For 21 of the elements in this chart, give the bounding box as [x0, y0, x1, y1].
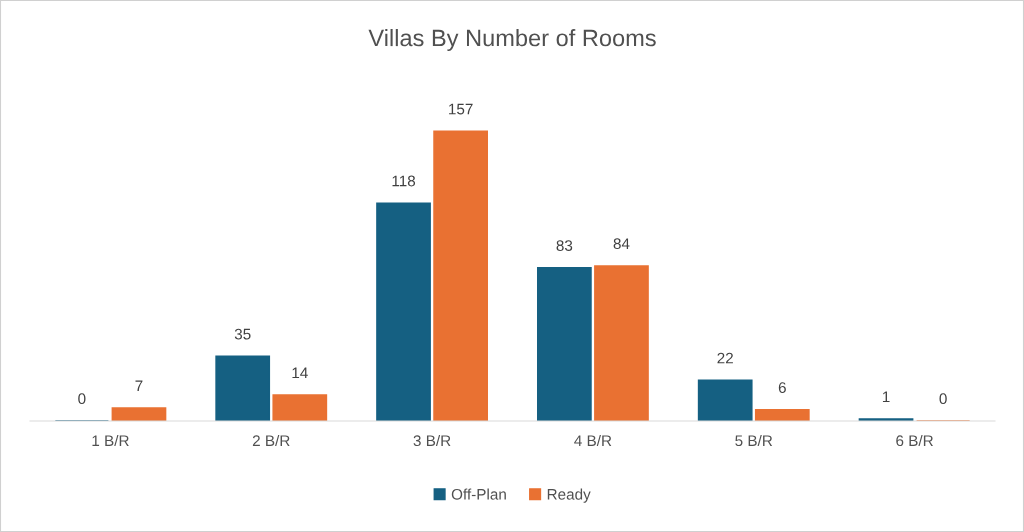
data-label: 6 [778, 382, 786, 394]
x-tick-label: 4 B/R [574, 434, 612, 447]
data-label: 157 [449, 103, 473, 115]
data-label: 14 [292, 367, 308, 379]
data-label: 0 [939, 393, 947, 405]
data-label: 7 [135, 380, 143, 392]
data-label: 118 [392, 175, 416, 187]
legend-label: Ready [547, 488, 591, 503]
x-tick-label: 6 B/R [896, 434, 933, 447]
x-tick-label: 5 B/R [735, 434, 773, 447]
x-tick-label: 3 B/R [413, 434, 451, 447]
data-label: 83 [556, 240, 573, 251]
data-label: 84 [613, 238, 630, 250]
data-label: 1 [882, 391, 890, 403]
data-label: 0 [78, 393, 86, 405]
data-label: 22 [717, 352, 733, 364]
x-tick-label: 2 B/R [252, 434, 290, 447]
legend-label: Off-Plan [451, 488, 506, 500]
chart-title: Villas By Number of Rooms [368, 29, 656, 52]
x-tick-label: 1 B/R [92, 434, 129, 447]
data-label: 35 [234, 328, 251, 340]
